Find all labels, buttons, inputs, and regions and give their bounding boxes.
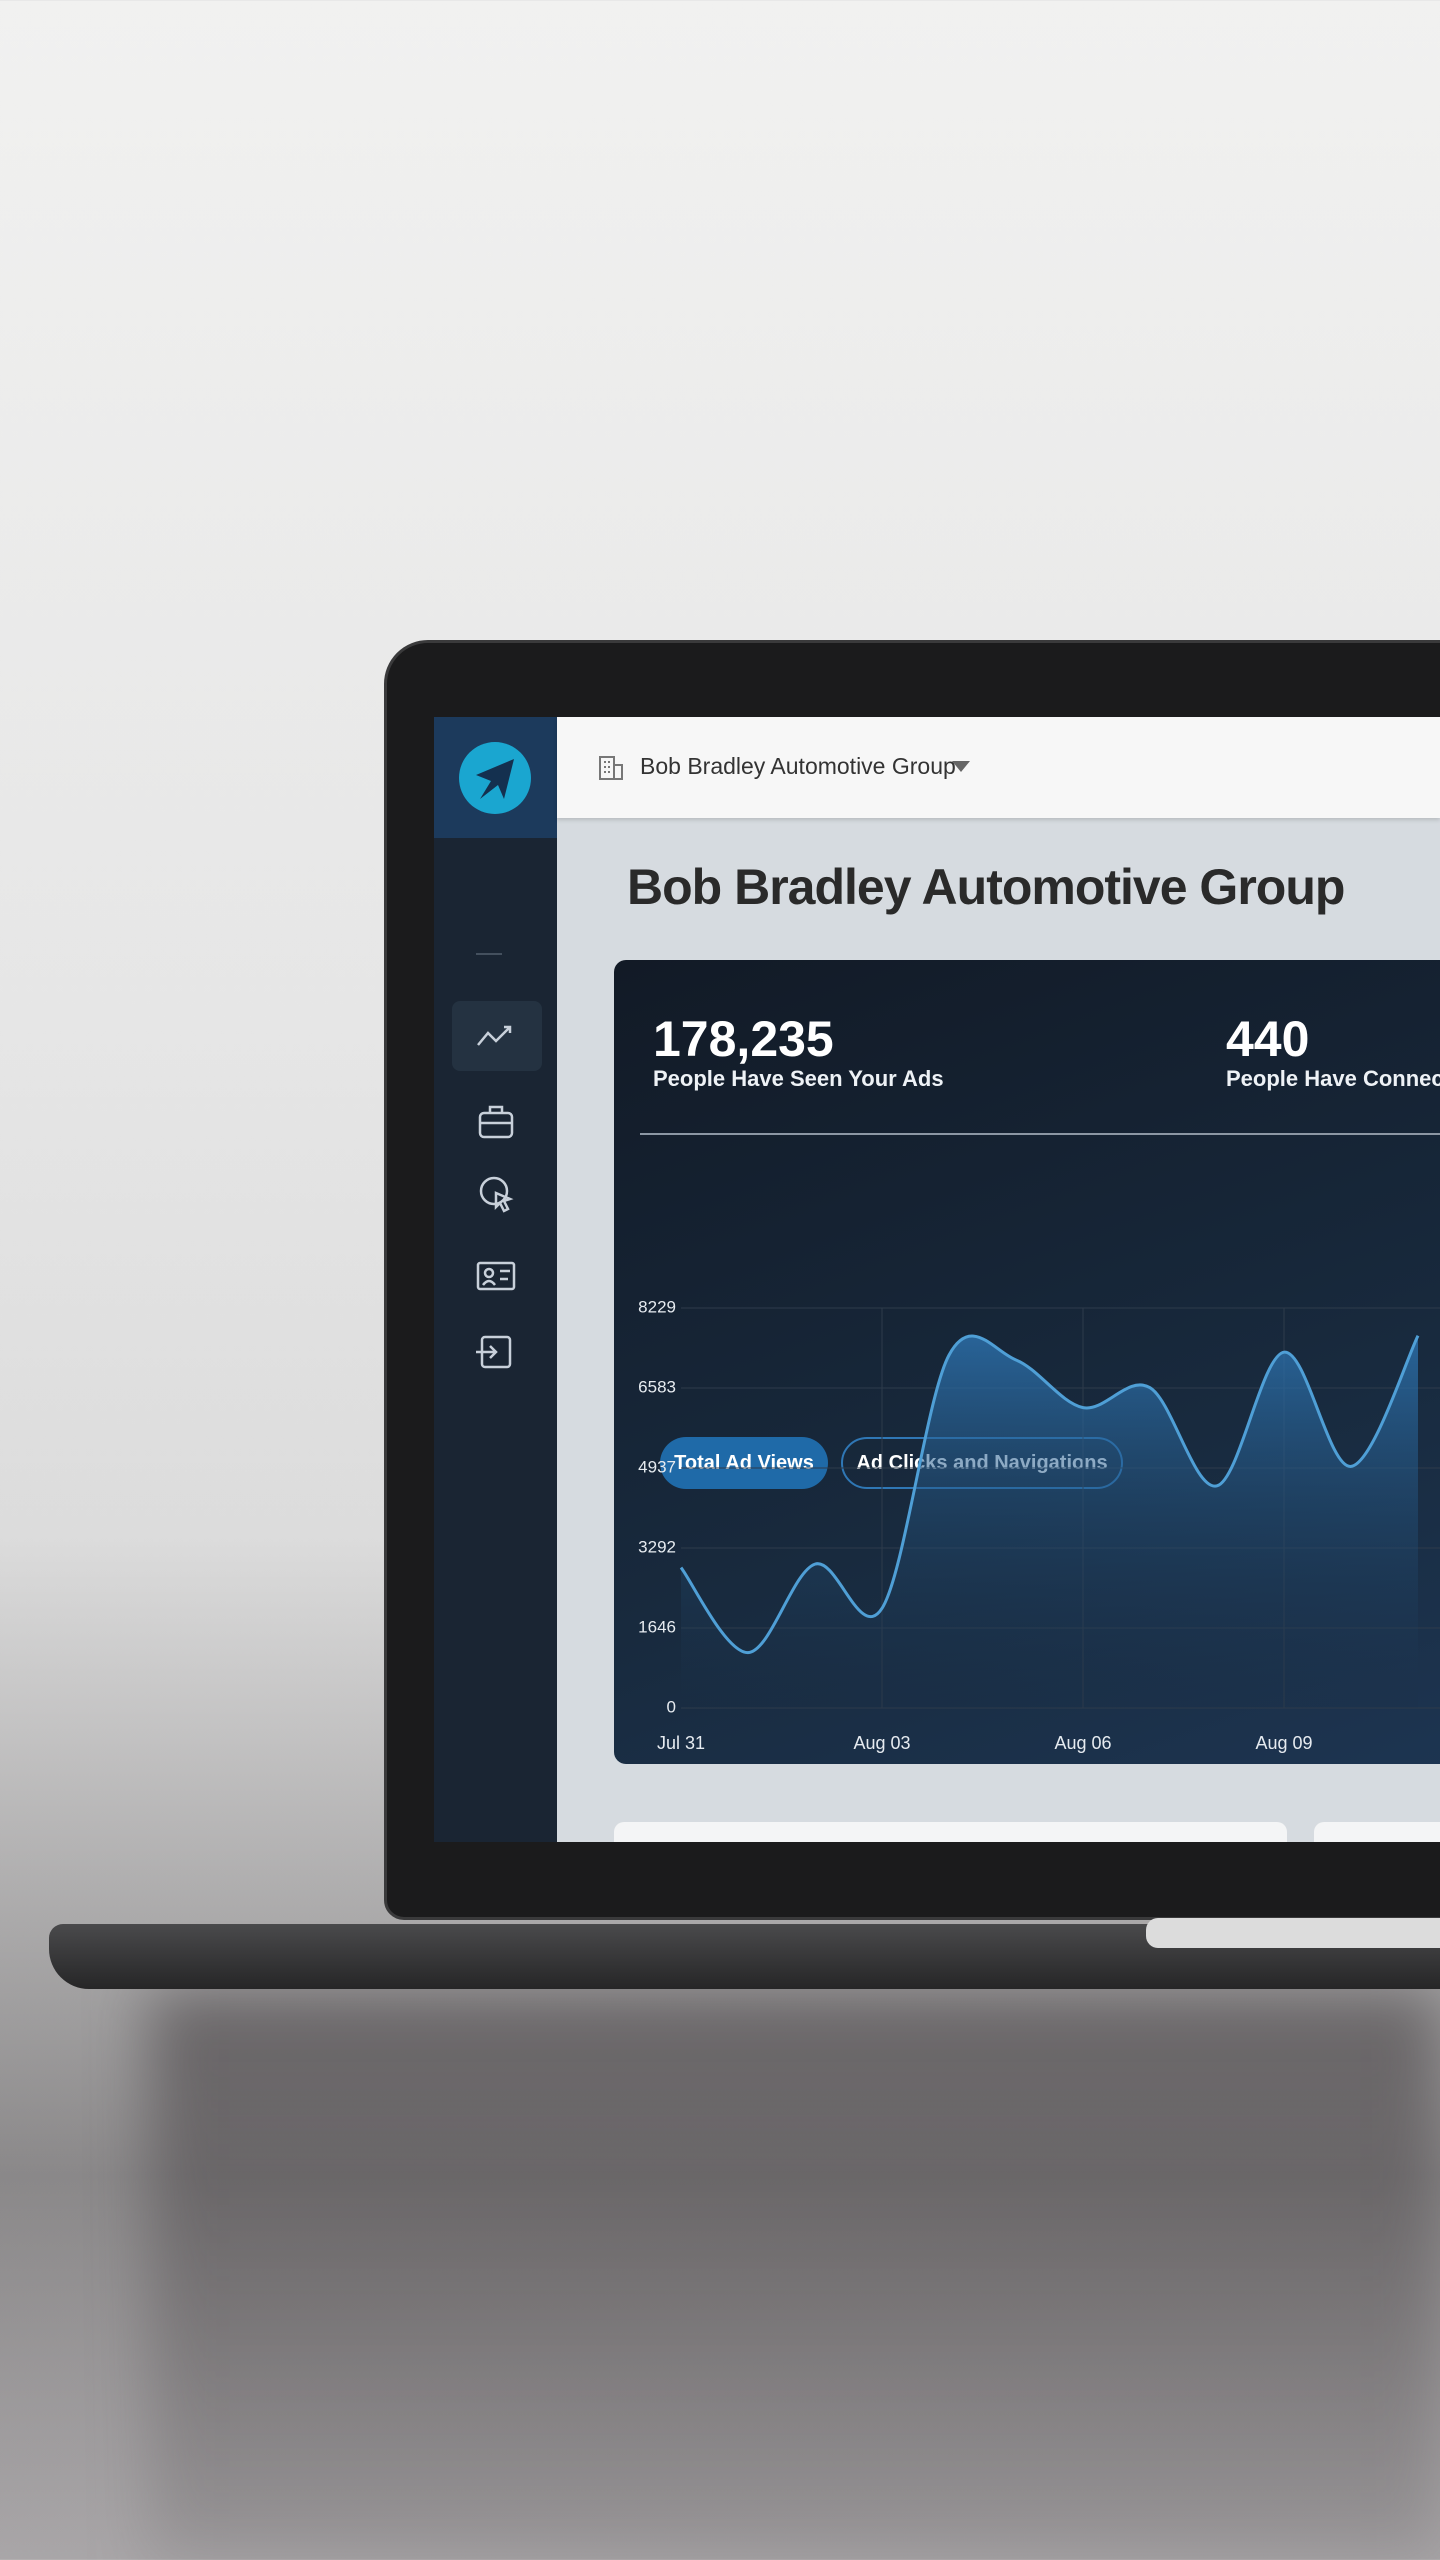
dropdown-caret[interactable] [952,761,970,773]
y-tick-label: 1646 [638,1617,676,1636]
x-tick-label: Aug 06 [1054,1733,1111,1753]
x-tick-label: Jul 31 [657,1733,705,1753]
card: 178,235 People Have Seen Your Ads 440 Pe… [614,960,1440,1764]
lower-card [614,1822,1287,1842]
lower-card [1314,1822,1440,1842]
building-icon [599,756,623,780]
org-selector[interactable]: Bob Bradley Automotive Group [640,753,956,779]
top-bar: Bob Bradley Automotive Group [557,717,1440,818]
x-tick-label: Aug 03 [853,1733,910,1753]
stat-value: 178,235 [653,1011,834,1067]
nav-active[interactable] [452,1001,542,1071]
stat-value: 440 [1226,1011,1310,1067]
logo-area [434,717,557,838]
chart: 0 1646 3292 4937 6583 8229 Jul 31 Aug 03 Aug 06 A… [638,1297,1440,1753]
line [679,1334,1420,1655]
area-fill [681,1335,1418,1708]
y-tick-label: 8229 [638,1297,676,1316]
divider [640,1133,1440,1135]
y-tick-label: 3292 [638,1537,676,1556]
nav-icons[interactable] [474,1017,518,1397]
logo [459,742,531,814]
screen: Bob Bradley Automotive Group Bob Bradley… [434,717,1440,1842]
base-notch [1146,1918,1440,1948]
sidebar [434,717,557,1842]
stat-label: People Have Seen Your Ads [653,1066,944,1091]
divider [476,953,502,955]
y-tick-label: 0 [667,1697,676,1716]
page-title: Bob Bradley Automotive Group [627,859,1345,915]
y-tick-label: 4937 [638,1458,676,1477]
stat-label: People Have Connec [1226,1066,1440,1091]
x-tick-label: Aug 09 [1255,1733,1312,1753]
laptop-shadow [150,1990,1440,2560]
y-tick-label: 6583 [638,1377,676,1396]
